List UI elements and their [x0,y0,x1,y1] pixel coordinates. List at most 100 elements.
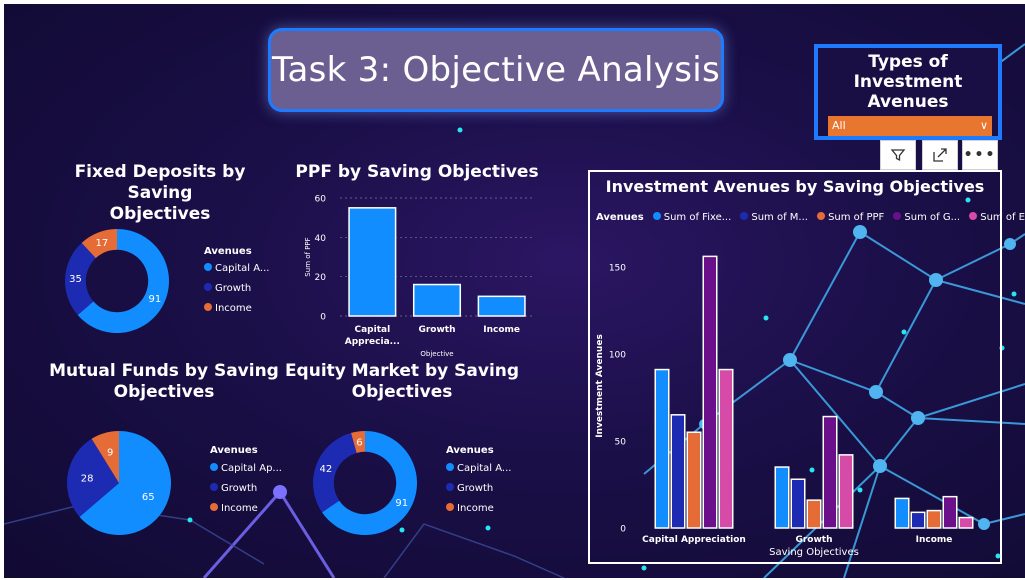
big-bar-1-1 [654,368,670,529]
big-bar-3-5 [958,516,974,529]
big-legend: Avenues Sum of Fixe... Sum of M... Sum o… [596,205,1025,224]
page-title: Task 3: Objective Analysis [272,50,720,90]
legend-dot [740,212,749,220]
filter-button[interactable] [880,140,916,170]
legend-label: Capital A... [457,463,512,474]
eq-title-line2: Objectives [351,382,453,402]
fd-legend-growth: Growth [204,283,251,294]
fd-slice-1 [77,229,169,333]
ppf-x-tick-2: Growth [418,325,455,335]
slicer-title: Types of Investment Avenues [818,52,998,112]
legend-dot [210,503,218,511]
mf-legend-income: Income [210,503,258,514]
fd-slice-2 [65,242,96,316]
dashboard-canvas: Task 3: Objective Analysis Types of Inve… [4,4,1025,578]
legend-label: Capital Ap... [221,463,282,474]
big-y-tick-3: 50 [615,437,627,447]
legend-label: Income [215,303,252,314]
legend-dot [210,463,218,471]
legend-dot [204,283,212,291]
big-legend-item-2: Sum of M... [740,212,808,223]
ppf-chart-title: PPF by Saving Objectives [295,162,539,182]
eq-chart-title: Equity Market by Saving Objectives [284,361,520,403]
ppf-x-tick-1: Capital [354,325,390,335]
eq-data-label-3: 6 [356,437,362,448]
mf-chart-title: Mutual Funds by Saving Objectives [44,361,284,403]
mf-data-label-3: 9 [107,447,113,458]
eq-data-label-1: 91 [395,498,408,509]
ppf-bar-3 [477,295,526,317]
legend-label: Sum of E... [980,212,1025,223]
legend-label: Sum of Fixe... [663,212,732,223]
chevron-down-icon: ∨ [979,119,988,132]
slicer-title-line1: Types of Investment [853,52,963,92]
legend-dot [446,503,454,511]
eq-title-line1: Equity Market by Saving [284,361,520,381]
ppf-y-tick-2: 40 [315,234,327,244]
slicer-dropdown[interactable]: All ∨ [828,116,992,136]
legend-label: Sum of M... [751,212,808,223]
page-title-box: Task 3: Objective Analysis [268,28,724,112]
big-chart-title: Investment Avenues by Saving Objectives [605,177,985,196]
mf-pie-chart: 65 28 9 [67,431,171,535]
big-bar-2-3 [806,499,822,529]
ppf-bar-2 [412,283,462,317]
eq-legend-income: Income [446,503,494,514]
mf-title-line1: Mutual Funds by Saving [49,361,279,381]
eq-legend-growth: Growth [446,483,493,494]
fd-legend-title: Avenues [204,246,252,257]
focus-mode-button[interactable] [922,140,958,170]
fd-title-line1: Fixed Deposits by Saving [74,162,246,203]
legend-dot [204,303,212,311]
ppf-bar-1 [348,207,397,317]
legend-label: Sum of G... [904,212,961,223]
legend-label: Income [221,503,258,514]
eq-data-label-2: 42 [320,464,333,475]
fd-slice-3 [81,229,117,259]
ppf-bar-chart: 60 40 20 0 Sum of PPF Capital Growth Income Appr… [304,195,534,358]
more-options-icon: ••• [963,147,997,163]
legend-label: Growth [215,283,252,294]
legend-dot [210,483,218,491]
mf-data-label-1: 65 [142,492,155,503]
eq-slice-3 [351,431,365,453]
ppf-y-axis-title: Sum of PPF [304,237,312,276]
legend-label: Growth [457,483,494,494]
mf-slice-1 [79,431,171,535]
big-bar-2-4 [822,415,838,529]
legend-dot [969,212,978,220]
legend-dot [893,212,902,220]
legend-label: Growth [221,483,258,494]
fd-chart-title: Fixed Deposits by Saving Objectives [40,162,280,225]
ppf-y-tick-1: 60 [315,195,327,205]
legend-label: Income [457,503,494,514]
legend-dot [652,212,661,220]
big-legend-item-3: Sum of PPF [817,212,884,223]
ppf-x-axis-title: Objective [420,350,453,358]
eq-legend-capital: Capital A... [446,463,511,474]
big-bar-3-3 [926,509,942,529]
legend-label: Sum of PPF [828,212,885,223]
big-y-tick-1: 150 [609,263,626,273]
mf-legend-capital: Capital Ap... [210,463,282,474]
mf-slice-3 [91,431,119,483]
legend-dot [446,483,454,491]
ppf-y-tick-3: 20 [315,273,327,283]
eq-donut-chart: 91 42 6 [313,431,417,535]
big-legend-title: Avenues [596,212,644,223]
fd-donut-chart: 91 35 17 [65,229,169,333]
mf-legend-growth: Growth [210,483,257,494]
big-y-axis-title: Investment Avenues [595,334,605,438]
legend-dot [204,263,212,271]
ppf-x-tick-1-line2: Apprecia... [345,337,400,347]
mf-data-label-2: 28 [81,474,94,485]
fd-legend-income: Income [204,303,252,314]
fd-data-label-1: 91 [148,294,161,305]
ppf-y-tick-4: 0 [320,313,326,323]
eq-legend-title: Avenues [446,445,494,456]
big-legend-item-5: Sum of E... [969,212,1025,223]
big-bar-1-5 [718,368,734,529]
big-bar-3-4 [942,495,958,529]
more-options-button[interactable]: ••• [962,140,998,170]
eq-slice-2 [313,432,357,513]
